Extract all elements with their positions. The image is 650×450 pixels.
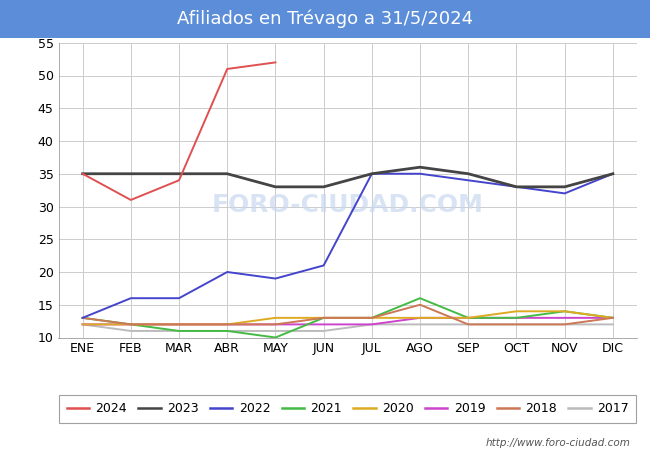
- Text: Afiliados en Trévago a 31/5/2024: Afiliados en Trévago a 31/5/2024: [177, 10, 473, 28]
- Text: http://www.foro-ciudad.com: http://www.foro-ciudad.com: [486, 438, 630, 448]
- Text: FORO-CIUDAD.COM: FORO-CIUDAD.COM: [212, 193, 484, 217]
- Legend: 2024, 2023, 2022, 2021, 2020, 2019, 2018, 2017: 2024, 2023, 2022, 2021, 2020, 2019, 2018…: [59, 395, 636, 423]
